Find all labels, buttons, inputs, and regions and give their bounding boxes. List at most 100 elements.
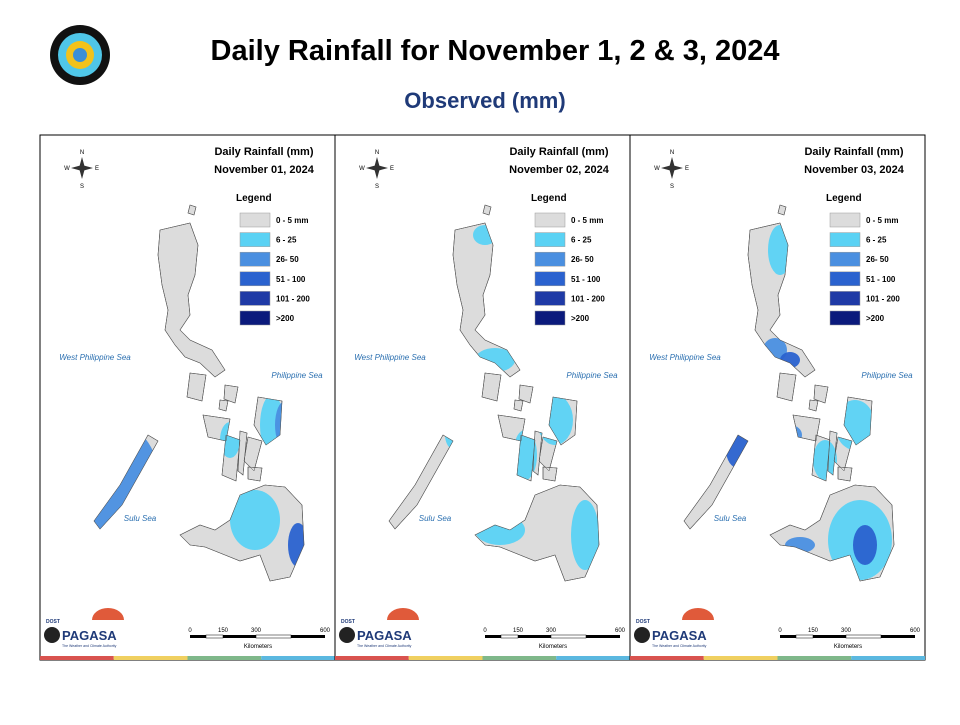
legend-label: 26- 50 [276,255,299,264]
legend-title: Legend [236,193,272,204]
compass-s: S [670,184,674,190]
island-outline [93,434,159,530]
island-outline [683,434,749,530]
island-outline [777,204,787,216]
panel-frame [39,134,336,661]
logo-mark [44,627,60,643]
scale-bar-seg [795,634,814,639]
map-date: November 01, 2024 [214,164,315,176]
scale-unit: Kilometers [539,644,567,650]
slide-subtitle: Observed (mm) [404,88,565,113]
legend-label: 0 - 5 mm [571,216,603,225]
legend-label: 6 - 25 [866,236,887,245]
island-outline [808,399,819,412]
island-outline [769,484,895,582]
legend-swatch [239,310,271,326]
logo-tagline: The Weather and Climate Authority [62,644,117,648]
scale-unit: Kilometers [244,644,272,650]
compass: N S W E [64,150,99,190]
compass-rose [366,157,388,179]
map-date: November 03, 2024 [804,164,905,176]
island-outline [253,396,283,446]
scale-label: 300 [841,628,852,634]
rain-area [813,440,837,480]
color-stripe [335,656,409,660]
island-outline [452,222,521,378]
logo-umbrella [387,608,419,620]
color-stripe [261,656,335,660]
color-stripe [630,656,704,660]
legend-label: 51 - 100 [571,275,601,284]
sea-label: West Philippine Sea [59,353,131,362]
map-panels: N S W E Daily Rainfall (mm) November 01, 2024… [39,134,926,661]
scale-label: 0 [778,628,782,634]
legend-label: 101 - 200 [571,294,605,303]
color-stripe [851,656,925,660]
legend-title: Legend [826,193,862,204]
map-panel: N S W E Daily Rainfall (mm) November 03, 2024… [629,134,926,661]
map-date: November 02, 2024 [509,164,610,176]
sea-label: Philippine Sea [566,371,618,380]
legend-label: 6 - 25 [276,236,297,245]
legend-label: 101 - 200 [276,294,310,303]
island-outline [542,466,558,482]
compass-e: E [390,166,394,172]
color-stripe [408,656,483,660]
rain-area [230,490,280,550]
scale-unit: Kilometers [834,644,862,650]
island-outline [388,434,454,530]
legend-swatch [534,232,566,247]
compass-rose [661,157,683,179]
island-outline [811,434,831,482]
island-outline [792,414,821,442]
island-outline [518,384,534,404]
island-outline [474,484,600,582]
sea-label: West Philippine Sea [649,353,721,362]
scale-label: 300 [251,628,262,634]
logo-umbrella [682,608,714,620]
legend-swatch [239,271,271,287]
compass-s: S [80,184,84,190]
rain-area [571,500,599,570]
sea-label: Philippine Sea [861,371,913,380]
sea-label: Sulu Sea [714,514,747,523]
legend-swatch [534,291,566,306]
island-outline [747,222,816,378]
legend-swatch [829,251,861,267]
color-stripe [482,656,557,660]
sea-label: Sulu Sea [419,514,452,523]
island-outline [221,434,241,482]
compass-w: W [64,166,70,172]
scale-bar-seg [500,634,519,639]
compass-n: N [670,150,674,156]
agency-seal [50,25,110,85]
compass-e: E [685,166,689,172]
legend-swatch [239,251,271,267]
island-outline [186,372,207,402]
island-outline [218,399,229,412]
compass-w: W [654,166,660,172]
sea-label: Philippine Sea [271,371,323,380]
color-stripe [40,656,114,660]
legend-label: >200 [571,314,590,323]
island-outline [548,396,578,446]
legend-title: Legend [531,193,567,204]
logo-name: PAGASA [62,628,117,643]
compass: N S W E [654,150,689,190]
scale-label: 600 [910,628,921,634]
island-outline [202,414,231,442]
logo-name: PAGASA [652,628,707,643]
logo-tagline: The Weather and Climate Authority [652,644,707,648]
island-outline [516,434,536,482]
color-stripe [556,656,630,660]
logo-tagline: The Weather and Climate Authority [357,644,412,648]
island-outline [776,372,797,402]
legend-swatch [829,291,861,306]
island-outline [179,484,305,582]
island [837,466,853,482]
legend-label: 26- 50 [866,255,889,264]
scale-label: 300 [546,628,557,634]
island-outline [497,414,526,442]
